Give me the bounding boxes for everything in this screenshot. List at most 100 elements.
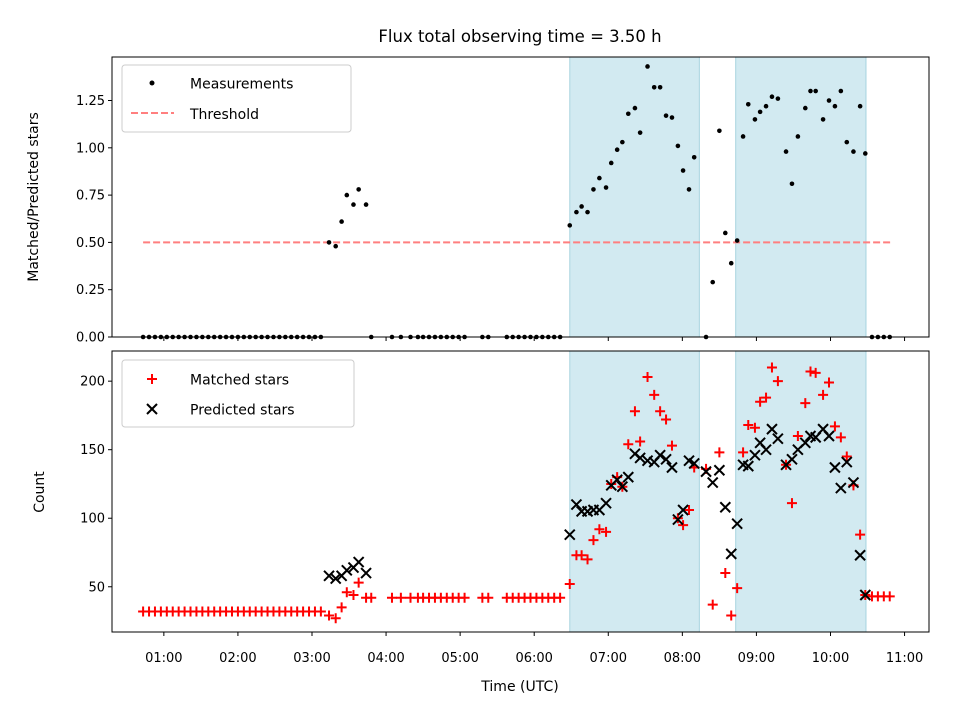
x-tick-label: 09:00 — [738, 651, 775, 666]
matched-star-point — [678, 520, 689, 531]
predicted-star-point — [760, 443, 772, 456]
legend-matched-marker — [147, 374, 157, 384]
predicted-star-point — [666, 461, 678, 474]
matched-star-point — [459, 592, 470, 603]
measurement-point — [691, 154, 697, 160]
matched-star-point — [772, 376, 783, 387]
matched-star-point — [743, 420, 754, 431]
matched-star-point — [829, 421, 840, 432]
measurement-point — [789, 181, 795, 187]
matched-star-point — [720, 568, 731, 579]
matched-star-point — [483, 592, 494, 603]
x-tick-label: 01:00 — [145, 651, 182, 666]
x-tick-label: 05:00 — [441, 651, 478, 666]
measurement-point — [356, 187, 361, 192]
measurement-point — [326, 240, 332, 245]
y-tick-label: 1.25 — [76, 94, 105, 109]
predicted-star-point — [766, 423, 778, 435]
matched-star-point — [761, 392, 772, 403]
matched-star-point — [588, 535, 599, 546]
y-tick-label: 200 — [80, 375, 105, 390]
y-tick-label: 1.00 — [76, 141, 105, 156]
measurement-point — [862, 151, 868, 156]
measurement-point — [632, 105, 638, 111]
top-legend-box — [121, 64, 352, 133]
matched-star-point — [601, 526, 612, 537]
legend-matched-label: Matched stars — [190, 373, 289, 389]
matched-star-point — [805, 366, 816, 377]
matched-star-point — [555, 592, 566, 603]
predicted-star-point — [772, 433, 784, 445]
predicted-star-point — [352, 556, 365, 568]
predicted-star-point — [570, 498, 583, 511]
top-legend: Measurements Threshold — [121, 64, 352, 133]
predicted-star-point — [707, 476, 719, 489]
matched-star-point — [707, 599, 718, 610]
legend-measurements-marker — [149, 80, 155, 86]
predicted-star-point — [677, 504, 689, 516]
measurement-point — [808, 88, 813, 94]
measurement-point — [637, 130, 643, 135]
legend-predicted-marker — [146, 403, 158, 415]
predicted-star-point — [688, 457, 700, 470]
matched-star-point — [353, 577, 364, 588]
matched-star-point — [884, 591, 895, 602]
matched-star-point — [348, 589, 359, 600]
x-tick-label: 03:00 — [293, 651, 330, 666]
predicted-star-point — [786, 453, 798, 465]
matched-star-point — [835, 432, 846, 443]
chart-title: Flux total observing time = 3.50 h — [378, 27, 661, 46]
measurement-point — [680, 168, 686, 173]
measurement-point — [614, 147, 620, 153]
bottom-y-axis-label: Count — [32, 471, 48, 513]
measurement-point — [567, 223, 573, 228]
predicted-star-point — [360, 567, 372, 579]
measurement-point — [363, 202, 369, 207]
matched-star-point — [732, 583, 743, 594]
measurement-point — [333, 243, 338, 249]
predicted-star-point — [742, 460, 754, 472]
y-tick-label: 0.50 — [76, 236, 105, 251]
measurement-point — [686, 187, 692, 192]
predicted-star-point — [329, 572, 342, 585]
matched-star-point — [315, 606, 326, 617]
measurement-point — [783, 149, 789, 154]
shaded-interval — [735, 350, 867, 633]
x-tick-label: 02:00 — [219, 651, 256, 666]
predicted-star-point — [622, 471, 634, 483]
measurement-point — [769, 94, 775, 100]
matched-star-point — [786, 498, 797, 509]
predicted-star-point — [835, 482, 847, 494]
measurement-point — [675, 143, 681, 149]
predicted-star-point — [660, 453, 672, 465]
measurement-point — [734, 238, 740, 243]
measurement-point — [574, 209, 579, 215]
shaded-interval — [569, 56, 700, 338]
legend-measurements-label: Measurements — [190, 77, 293, 93]
predicted-star-point — [829, 461, 841, 474]
matched-star-point — [714, 447, 725, 458]
bottom-plot-frame — [111, 350, 930, 633]
measurement-point — [740, 134, 746, 139]
predicted-star-point — [616, 480, 629, 493]
predicted-star-point — [749, 449, 761, 461]
measurement-point — [857, 103, 863, 109]
matched-star-point — [824, 377, 835, 388]
measurement-point — [620, 139, 625, 145]
measurement-point — [339, 219, 344, 224]
bottom-legend: Matched stars Predicted stars — [121, 359, 355, 428]
bottom-panel: 50 100 150 200 01:00 02:00 03:00 04:00 05:00 06:… — [32, 350, 930, 695]
measurement-point — [625, 111, 631, 117]
measurement-point — [752, 117, 758, 122]
shaded-interval — [735, 56, 867, 338]
predicted-star-point — [700, 465, 712, 478]
measurement-point — [597, 175, 602, 181]
matched-star-point — [810, 367, 821, 378]
y-tick-label: 0.25 — [76, 283, 105, 298]
x-axis-label: Time (UTC) — [480, 679, 558, 695]
predicted-star-point — [847, 476, 860, 489]
predicted-star-point — [611, 474, 623, 486]
matched-star-point — [792, 430, 803, 441]
top-panel: 0.00 0.25 0.50 0.75 1.00 1.25 Matched/Predict… — [26, 56, 930, 346]
measurement-point — [826, 98, 832, 103]
